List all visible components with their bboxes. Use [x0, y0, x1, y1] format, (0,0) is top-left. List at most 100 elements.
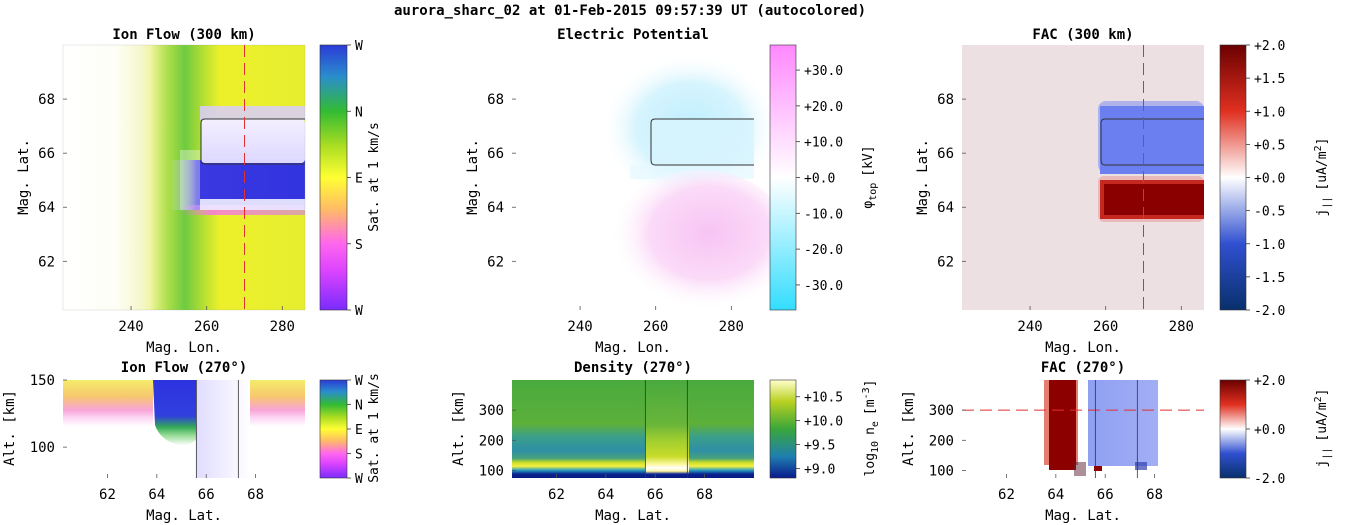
x-axis-label: Mag. Lat.	[595, 508, 671, 524]
colorbar-label: Sat. at 1 km/s	[367, 373, 382, 483]
colorbar-tick-label: +9.0	[804, 462, 835, 477]
colorbar-tick-label: +10.0	[804, 136, 843, 151]
colorbar-label: log10ne[m-3]	[861, 380, 881, 477]
x-tick-label: 62	[548, 487, 565, 503]
x-tick-label: 66	[198, 487, 215, 503]
colorbar-tick-label: +2.0	[1254, 374, 1285, 389]
y-tick-label: 68	[937, 92, 954, 108]
colorbar-tick-label: +1.0	[1254, 105, 1285, 120]
contour-line	[200, 118, 305, 165]
y-ticks: 100 150	[30, 373, 67, 456]
y-axis-label: Mag. Lat.	[915, 139, 931, 215]
colorbar-tick-label: -0.5	[1254, 205, 1285, 220]
x-tick-label: 64	[1047, 487, 1064, 503]
heatmap-fac-300	[962, 45, 1204, 310]
colorbar-tick-label: S	[355, 238, 363, 253]
y-tick-label: 100	[479, 463, 504, 479]
x-tick-label: 260	[643, 319, 668, 335]
colorbar-tick-label: -20.0	[804, 243, 843, 258]
contour-line	[1100, 118, 1204, 166]
colorbar-ticks: +10.5 +10.0 +9.5 +9.0	[796, 391, 843, 477]
x-axis-label: Mag. Lon.	[146, 340, 222, 356]
panel-fac-300: FAC (300 km) 240 260 280 62 64 66 68 Mag. Lon…	[915, 27, 1333, 356]
x-tick-label: 240	[1017, 319, 1042, 335]
colorbar-tick-label: N	[355, 399, 363, 414]
x-tick-label: 64	[597, 487, 614, 503]
colorbar-tick-label: +1.5	[1254, 72, 1285, 87]
colorbar-label: φtop [kV]	[861, 145, 879, 208]
y-ticks: 100 200 300	[479, 403, 516, 479]
x-tick-label: 68	[696, 487, 713, 503]
y-tick-label: 300	[479, 403, 504, 419]
y-tick-label: 64	[38, 200, 55, 216]
colorbar-tick-label: W	[355, 39, 363, 54]
panel-title: Ion Flow (270°)	[121, 360, 247, 376]
figure-title: aurora_sharc_02 at 01-Feb-2015 09:57:39 …	[394, 3, 866, 19]
y-tick-label: 62	[937, 254, 954, 270]
colorbar-tick-label: +0.0	[1254, 423, 1285, 438]
panel-title: Electric Potential	[557, 27, 709, 43]
y-axis-label: Alt. [km]	[2, 390, 18, 466]
panel-title: FAC (300 km)	[1032, 27, 1133, 43]
panel-density-270: Density (270°) 62 64 66 68 100 200 300 Mag. L…	[451, 360, 881, 524]
y-axis-label: Alt. [km]	[901, 390, 917, 466]
panel-title: Ion Flow (300 km)	[112, 27, 255, 43]
y-tick-label: 100	[929, 463, 954, 479]
vertical-lines	[644, 380, 688, 478]
x-tick-label: 66	[1097, 487, 1114, 503]
x-ticks: 62 64 66 68	[99, 474, 264, 503]
colorbar-tick-label: -30.0	[804, 279, 843, 294]
x-axis-label: Mag. Lat.	[146, 508, 222, 524]
colorbar-tick-label: N	[355, 105, 363, 120]
y-tick-label: 100	[30, 440, 55, 456]
colorbar-tick-label: +2.0	[1254, 39, 1285, 54]
x-tick-label: 280	[270, 319, 295, 335]
y-tick-label: 64	[937, 200, 954, 216]
y-tick-label: 200	[929, 433, 954, 449]
y-ticks: 100 200 300	[929, 403, 966, 479]
svg-text:φtop[kV]: φtop [kV]	[861, 145, 879, 208]
y-axis-label: Mag. Lat.	[465, 139, 481, 215]
heatmap-ion-flow-300	[63, 45, 305, 310]
plot-frame	[62, 44, 306, 311]
panel-title: FAC (270°)	[1041, 360, 1125, 376]
y-tick-label: 68	[38, 92, 55, 108]
y-tick-label: 62	[38, 254, 55, 270]
x-tick-label: 68	[1146, 487, 1163, 503]
colorbar-label: j||[uA/m2]	[1313, 389, 1333, 468]
colorbar	[769, 44, 797, 311]
colorbar	[319, 379, 348, 479]
y-tick-label: 150	[30, 373, 55, 389]
y-tick-label: 68	[487, 92, 504, 108]
panel-ion-flow-300: Ion Flow (300 km) 240 260 280 62 64 66 68 Mag…	[16, 27, 382, 356]
y-tick-label: 64	[487, 200, 504, 216]
colorbar-tick-label: E	[355, 423, 363, 438]
panel-ion-flow-270: Ion Flow (270°) 62 64 66 68 100 150 Mag. Lat…	[2, 360, 382, 524]
x-ticks: 62 64 66 68	[548, 474, 713, 503]
colorbar	[769, 379, 797, 479]
colorbar-ticks: +30.0 +20.0 +10.0 +0.0 -10.0 -20.0 -30.0	[796, 64, 843, 294]
colorbar-tick-label: -2.0	[1254, 304, 1285, 319]
colorbar	[1219, 44, 1247, 311]
x-tick-label: 62	[99, 487, 116, 503]
colorbar-label-subscript: top	[868, 183, 879, 201]
x-ticks: 240 260 280	[1017, 306, 1194, 335]
colorbar-label-symbol: φ	[861, 201, 876, 209]
x-axis-label: Mag. Lon.	[595, 340, 671, 356]
colorbar-tick-label: -10.0	[804, 207, 843, 222]
heatmap-density-270	[512, 380, 754, 478]
y-axis-label: Mag. Lat.	[16, 139, 32, 215]
x-tick-label: 280	[719, 319, 744, 335]
colorbar-ticks: +2.0 +1.5 +1.0 +0.5 +0.0 -0.5 -1.0 -1.5 -2.0	[1246, 39, 1285, 319]
x-tick-label: 66	[647, 487, 664, 503]
y-tick-label: 66	[487, 146, 504, 162]
panel-electric-potential: Electric Potential 240 260 280 62 64 66 68 Ma…	[465, 27, 879, 356]
colorbar-label-unit: [kV]	[861, 145, 876, 176]
colorbar-label: Sat. at 1 km/s	[367, 122, 382, 232]
colorbar-tick-label: +0.5	[1254, 138, 1285, 153]
colorbar	[319, 44, 348, 311]
contour-line	[650, 118, 754, 166]
colorbar-tick-label: +9.5	[804, 439, 835, 454]
